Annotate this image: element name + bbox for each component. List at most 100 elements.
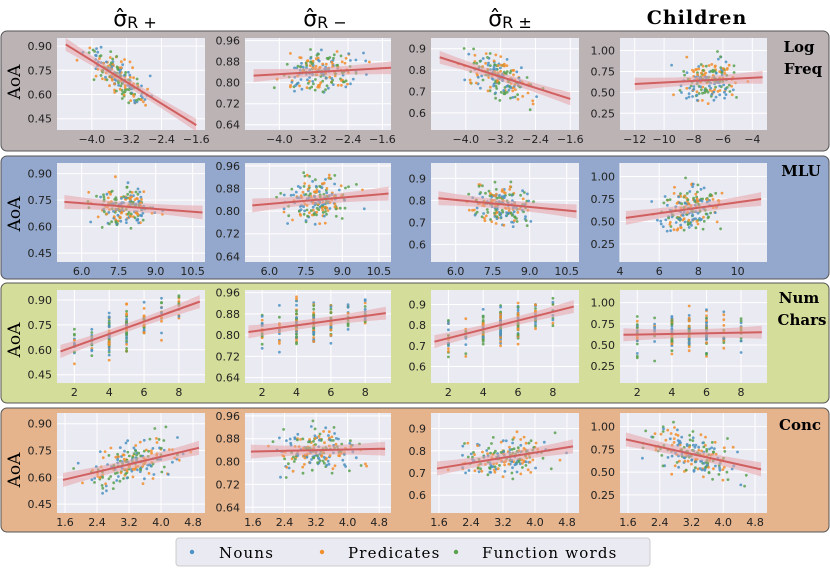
panel-r4-c4-xtick: 4.8 <box>746 516 764 529</box>
scatter-point <box>709 86 713 90</box>
scatter-point <box>139 195 143 199</box>
scatter-point <box>315 213 318 217</box>
scatter-point <box>354 58 358 62</box>
scatter-point <box>177 314 181 318</box>
scatter-point <box>682 217 686 221</box>
scatter-point <box>683 194 686 198</box>
scatter-point <box>512 210 516 214</box>
scatter-point <box>125 347 128 350</box>
scatter-point <box>666 428 670 432</box>
scatter-point <box>708 194 712 198</box>
panel-r1-c4-xtick: −10 <box>652 133 675 146</box>
scatter-point <box>694 460 698 463</box>
scatter-point <box>509 96 512 100</box>
panel-r2-c2-ytick: 0.72 <box>216 228 241 241</box>
scatter-point <box>340 60 344 64</box>
scatter-point <box>305 173 309 177</box>
scatter-point <box>312 311 316 314</box>
scatter-point <box>334 214 338 218</box>
scatter-point <box>311 80 315 83</box>
scatter-point <box>653 432 657 435</box>
scatter-point <box>123 90 127 94</box>
scatter-point <box>705 341 708 344</box>
scatter-point <box>114 175 117 179</box>
scatter-point <box>289 441 293 445</box>
scatter-point <box>720 191 724 195</box>
scatter-point <box>467 469 471 472</box>
scatter-point <box>507 462 511 466</box>
scatter-point <box>503 64 506 68</box>
panel-r1-c1-regression-line <box>65 43 197 127</box>
scatter-point <box>177 458 181 462</box>
scatter-point <box>130 195 134 199</box>
scatter-point <box>160 470 164 474</box>
scatter-point <box>724 93 728 96</box>
scatter-point <box>362 51 365 55</box>
scatter-point <box>691 436 695 440</box>
scatter-point <box>333 432 336 435</box>
panel-r1-c3-xtick: −1.6 <box>557 133 584 146</box>
scatter-point <box>293 89 296 93</box>
scatter-point <box>313 427 317 431</box>
scatter-point <box>151 477 155 480</box>
panel-r2-c1-xtick: 6.0 <box>73 265 91 278</box>
scatter-point <box>312 316 316 319</box>
scatter-point <box>516 211 520 214</box>
scatter-point <box>306 78 309 82</box>
scatter-point <box>295 309 298 313</box>
scatter-point <box>694 192 698 196</box>
panel-r4-c3-xtick: 3.2 <box>494 516 512 529</box>
legend-label-predicates: Predicates <box>348 544 441 562</box>
scatter-point <box>521 95 525 98</box>
scatter-point <box>149 464 153 468</box>
scatter-point <box>461 453 464 457</box>
scatter-point <box>331 83 335 86</box>
panel-r4-c2-ytick: 0.64 <box>216 501 241 514</box>
scatter-point <box>330 60 334 64</box>
scatter-point <box>313 434 317 438</box>
scatter-point <box>477 470 481 474</box>
scatter-point <box>343 206 347 210</box>
scatter-point <box>691 443 695 447</box>
scatter-point <box>493 470 497 474</box>
scatter-point <box>321 62 325 66</box>
scatter-point <box>515 430 519 434</box>
panel-r4-c1-xtick: 4.8 <box>184 516 202 529</box>
scatter-point <box>144 103 148 107</box>
scatter-point <box>513 219 516 223</box>
scatter-point <box>687 226 691 229</box>
scatter-point <box>672 228 676 232</box>
scatter-point <box>466 441 470 445</box>
legend-marker-nouns <box>189 549 195 555</box>
scatter-point <box>346 324 350 328</box>
scatter-point <box>685 55 689 59</box>
scatter-point <box>326 209 330 212</box>
scatter-point <box>696 222 700 226</box>
scatter-point <box>106 196 110 200</box>
scatter-point <box>744 473 748 477</box>
scatter-point <box>516 324 520 328</box>
scatter-point <box>113 82 116 86</box>
scatter-point <box>673 464 677 468</box>
scatter-point <box>160 331 163 335</box>
scatter-point <box>469 81 472 85</box>
scatter-point <box>323 441 326 445</box>
scatter-point <box>104 484 108 488</box>
scatter-point <box>365 464 368 468</box>
scatter-point <box>705 88 708 92</box>
scatter-point <box>323 221 327 225</box>
scatter-point <box>295 297 298 301</box>
panel-r1-c2-xtick: −2.4 <box>335 133 362 146</box>
scatter-point <box>288 437 292 441</box>
scatter-point <box>99 45 103 49</box>
scatter-point <box>333 464 337 468</box>
scatter-point <box>137 221 141 225</box>
scatter-point <box>118 70 122 73</box>
panel-r3-c3-xtick: 2 <box>445 386 452 399</box>
scatter-point <box>736 450 739 454</box>
scatter-point <box>486 473 490 477</box>
scatter-point <box>315 54 319 57</box>
scatter-point <box>511 441 514 445</box>
panel-r2-c3-ytick: 0.6 <box>409 238 427 251</box>
row-label-numchars-1: Num <box>779 289 820 307</box>
